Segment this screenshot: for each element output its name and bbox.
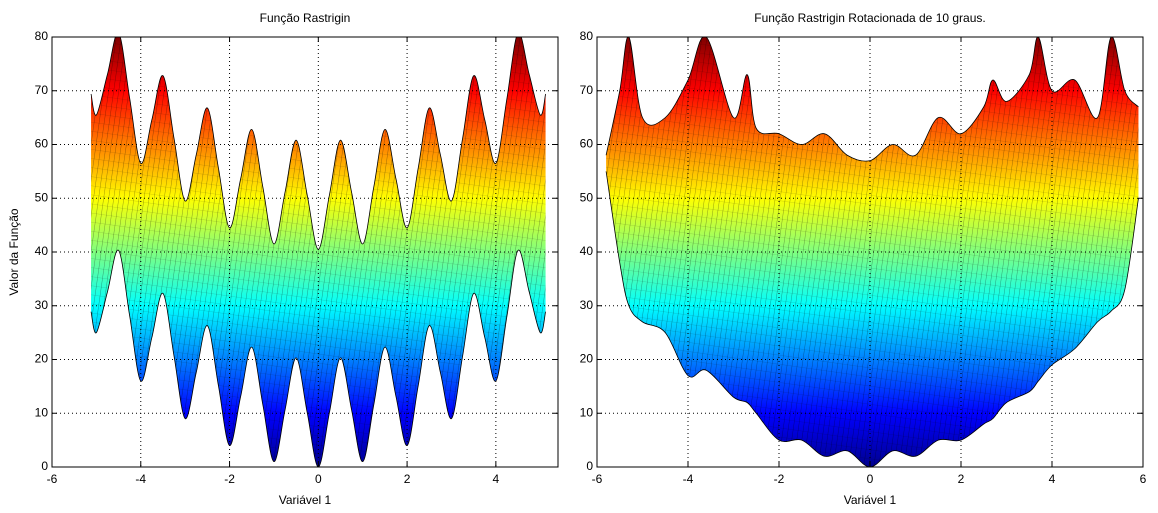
x-tick-label: -2	[224, 472, 235, 486]
y-tick-label: 10	[580, 405, 594, 419]
x-tick-label: -4	[135, 472, 146, 486]
y-tick-label: 20	[580, 352, 594, 366]
x-tick-label: -6	[592, 472, 603, 486]
x-tick-label: 2	[404, 472, 411, 486]
y-axis-label: Valor da Função	[7, 208, 21, 295]
y-tick-label: 80	[35, 29, 49, 43]
x-tick-label: 6	[1140, 472, 1147, 486]
y-tick-label: 50	[35, 190, 49, 204]
x-tick-label: 4	[493, 472, 500, 486]
x-axis-label: Variável 1	[844, 493, 897, 507]
y-tick-label: 60	[35, 137, 49, 151]
y-tick-label: 70	[35, 83, 49, 97]
surface-lower-edge	[90, 249, 546, 467]
x-tick-label: -4	[683, 472, 694, 486]
surface-upper-edge	[605, 37, 1139, 162]
chart-title: Função Rastrigin Rotacionada de 10 graus…	[754, 11, 985, 25]
surface-lower-edge	[605, 171, 1139, 467]
y-tick-label: 50	[580, 190, 594, 204]
y-tick-label: 0	[41, 459, 48, 473]
y-tick-label: 10	[35, 405, 49, 419]
axes-box	[51, 36, 559, 468]
y-tick-label: 80	[580, 29, 594, 43]
y-tick-label: 70	[580, 83, 594, 97]
x-axis-label: Variável 1	[279, 493, 332, 507]
y-tick-label: 20	[35, 352, 49, 366]
y-tick-label: 30	[35, 298, 49, 312]
x-tick-label: 0	[867, 472, 874, 486]
y-tick-label: 40	[35, 244, 49, 258]
y-tick-label: 60	[580, 137, 594, 151]
y-tick-label: 40	[580, 244, 594, 258]
x-tick-label: -6	[47, 472, 58, 486]
chart-title: Função Rastrigin	[260, 11, 351, 25]
axes-box	[596, 36, 1144, 468]
y-tick-label: 30	[580, 298, 594, 312]
x-tick-label: 0	[315, 472, 322, 486]
x-tick-label: -2	[774, 472, 785, 486]
y-tick-label: 0	[586, 459, 593, 473]
x-tick-label: 2	[958, 472, 965, 486]
x-tick-label: 4	[1049, 472, 1056, 486]
